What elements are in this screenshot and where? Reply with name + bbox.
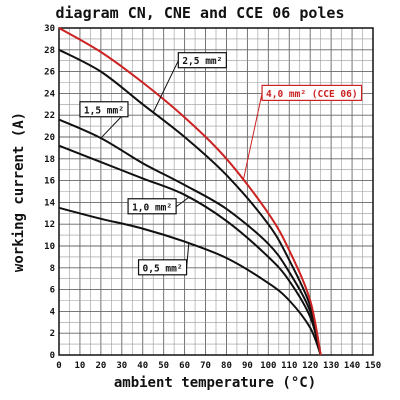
series-label-text: 0,5 mm² xyxy=(143,263,183,274)
y-tick-label: 16 xyxy=(44,177,55,187)
y-tick-label: 10 xyxy=(44,242,55,252)
series-label: 1,5 mm² xyxy=(79,101,129,139)
x-tick-label: 70 xyxy=(200,361,211,371)
series-label-box xyxy=(79,101,129,118)
chart-title: diagram CN, CNE and CCE 06 poles xyxy=(56,4,345,22)
series-label-box xyxy=(177,52,227,69)
series-label-leader xyxy=(152,60,179,113)
series-line xyxy=(58,48,322,356)
y-tick-label: 24 xyxy=(44,89,55,99)
tick-labels: 0 10 20 30 40 50 60 70 80 90 100 110 120 130 140 150024… xyxy=(44,24,381,371)
series-label: 1,0 mm² xyxy=(127,196,190,215)
series-labels: 4,0 mm² (CCE 06) 2,5 mm² 1,5 mm² 1,0 mm² 0,5… xyxy=(79,52,363,276)
y-tick-label: 14 xyxy=(44,198,55,208)
x-tick-label: 110 xyxy=(281,361,297,371)
y-tick-label: 28 xyxy=(44,46,55,56)
series-label-text: 1,5 mm² xyxy=(84,105,124,116)
series-label: 2,5 mm² xyxy=(152,52,227,113)
y-tick-label: 2 xyxy=(50,329,55,339)
series-label-text: 2,5 mm² xyxy=(182,56,222,67)
series-label-box xyxy=(261,84,363,102)
series-line xyxy=(58,206,322,356)
series-line xyxy=(58,27,322,356)
x-tick-label: 0 xyxy=(56,361,61,371)
x-tick-label: 20 xyxy=(95,361,106,371)
series-label-text: 1,0 mm² xyxy=(132,202,172,213)
y-tick-label: 8 xyxy=(50,264,55,274)
x-tick-label: 90 xyxy=(242,361,253,371)
plot-frame xyxy=(58,27,374,356)
x-tick-label: 140 xyxy=(344,361,360,371)
series-line xyxy=(58,118,322,356)
y-tick-label: 22 xyxy=(44,111,55,121)
series-label-box xyxy=(127,198,177,215)
series-label: 4,0 mm² (CCE 06) xyxy=(242,84,363,181)
x-tick-label: 30 xyxy=(116,361,127,371)
x-tick-label: 130 xyxy=(323,361,339,371)
x-tick-label: 10 xyxy=(75,361,86,371)
x-tick-label: 150 xyxy=(365,361,381,371)
series-label-box xyxy=(137,259,188,276)
series-label-leader xyxy=(175,196,190,208)
x-axis-label: ambient temperature (°C) xyxy=(114,375,316,391)
x-tick-label: 60 xyxy=(179,361,190,371)
series-label-leader xyxy=(242,93,263,181)
y-tick-label: 4 xyxy=(50,307,56,317)
x-tick-label: 120 xyxy=(302,361,318,371)
y-tick-label: 20 xyxy=(44,133,55,143)
y-tick-label: 12 xyxy=(44,220,55,230)
y-axis-label: working current (A) xyxy=(11,112,27,272)
y-tick-label: 6 xyxy=(50,286,55,296)
x-tick-label: 50 xyxy=(158,361,169,371)
y-tick-label: 26 xyxy=(44,68,55,78)
y-tick-label: 18 xyxy=(44,155,55,165)
x-tick-label: 80 xyxy=(221,361,232,371)
y-tick-label: 30 xyxy=(44,24,55,34)
series-line xyxy=(58,144,322,356)
series-label: 0,5 mm² xyxy=(137,243,190,276)
x-tick-label: 100 xyxy=(260,361,276,371)
x-tick-label: 40 xyxy=(137,361,148,371)
series-lines xyxy=(58,27,322,356)
grid xyxy=(58,27,374,356)
y-tick-label: 0 xyxy=(50,351,55,361)
series-label-text: 4,0 mm² (CCE 06) xyxy=(266,89,358,100)
